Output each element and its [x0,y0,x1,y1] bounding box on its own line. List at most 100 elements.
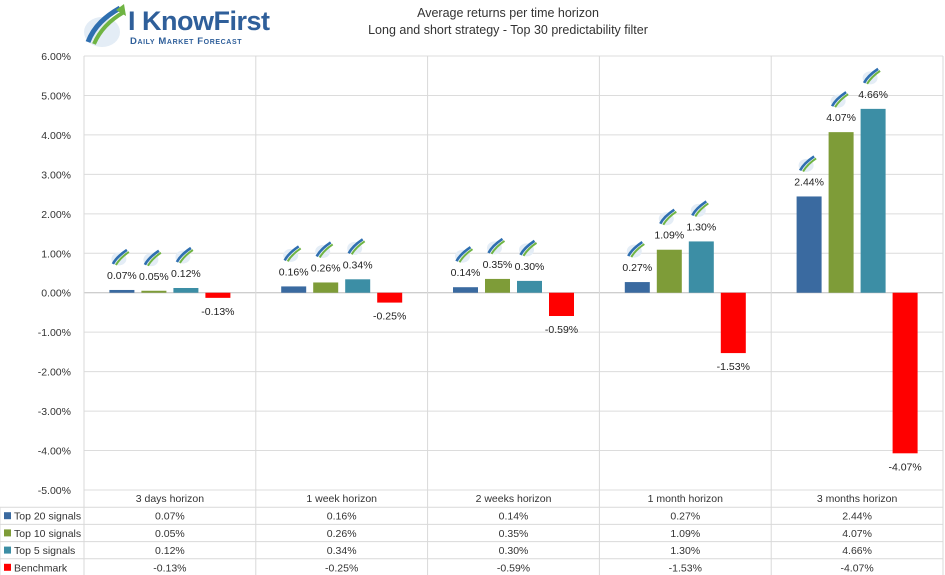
bar [828,132,854,293]
logo-mark-arrow [522,242,538,257]
y-tick-label: 1.00% [41,248,71,260]
data-label: 0.12% [171,268,201,280]
logo-mark-icon [455,246,474,263]
logo-mark-icon [315,241,334,258]
data-label: 0.16% [279,266,309,278]
table-cell: 4.07% [842,528,872,540]
logo-mark-arc [315,241,332,258]
logo-mark-arrow [147,251,162,267]
table-cell: 0.16% [327,511,357,523]
category-label: 3 months horizon [817,493,898,505]
y-tick-label: -2.00% [38,367,71,379]
y-tick-label: 3.00% [41,169,71,181]
category-label: 3 days horizon [136,493,204,505]
logo-mark-arrow [662,210,677,226]
data-label: 0.35% [483,259,513,271]
bar [453,287,478,293]
table-cell: 0.26% [327,528,357,540]
logo-mark-arc [798,155,815,172]
data-label: 4.07% [826,112,856,124]
logo-mark-arc [659,208,676,225]
category-label: 2 weeks horizon [476,493,552,505]
logo-mark-arc [691,200,708,217]
series-name: Top 10 signals [14,528,81,540]
table-cell: -1.53% [669,562,702,574]
series-name: Top 5 signals [14,545,75,557]
table-cell: 0.05% [155,528,185,540]
logo-mark-arc [175,246,192,263]
bar [688,241,714,293]
data-label: 4.66% [858,89,888,101]
table-cell: 0.12% [155,545,185,557]
legend-key [4,563,11,571]
data-label: -4.07% [888,461,921,473]
y-tick-label: -4.00% [38,446,71,458]
logo-mark-arc [283,245,300,262]
legend-key [4,546,11,554]
y-tick-label: -1.00% [38,327,71,339]
series-name: Top 20 signals [14,511,81,523]
logo-mark-arrow [318,243,334,258]
logo-mark-arrow [286,247,302,262]
bar [205,292,231,298]
bar [624,282,650,293]
table-cell: -4.07% [840,562,873,574]
bar [549,292,574,317]
bar [796,196,822,293]
y-tick-label: -5.00% [38,485,71,497]
logo-mark-arrow [490,240,506,255]
brand-name: I KnowFirst [128,6,270,36]
category-label: 1 month horizon [648,493,723,505]
table-cell: 1.09% [670,528,700,540]
table-cell: 0.07% [155,511,185,523]
logo-mark-icon [487,237,506,255]
brand-logo: I KnowFirst Daily Market Forecast [80,2,270,52]
bar [656,249,682,293]
data-label: -1.53% [717,361,750,373]
chart-title: Average returns per time horizon [417,6,599,20]
data-label: 0.34% [343,259,373,271]
brand-tagline: Daily Market Forecast [130,36,243,47]
y-tick-label: 4.00% [41,130,71,142]
bar [141,290,167,293]
logo-mark-icon [690,200,709,217]
legend-key [4,512,11,520]
logo-mark-arc [455,246,472,262]
chart-subtitle: Long and short strategy - Top 30 predict… [368,23,648,37]
logo-mark-arrow [834,93,849,108]
table-cell: 1.30% [670,545,700,557]
y-tick-label: 5.00% [41,90,71,102]
table-cell: 0.34% [327,545,357,557]
data-label: 0.26% [311,262,341,274]
logo-mark-arc [627,240,644,257]
logo-mark-icon [626,240,645,258]
bar [313,282,339,293]
logo-mark-arc [487,237,504,254]
category-label: 1 week horizon [306,493,377,505]
logo-mark-arc [111,248,128,265]
table-cell: 0.30% [499,545,529,557]
data-label: 1.09% [654,230,684,242]
bar [109,289,135,293]
table-cell: -0.59% [497,562,530,574]
logo-mark-arrow [179,249,194,264]
data-label: -0.13% [201,306,234,318]
logo-mark-icon [283,245,302,262]
logo-mark-arrow [630,243,645,258]
table-cell: 0.27% [670,511,700,523]
table-cell: -0.25% [325,562,358,574]
logo-mark-icon [347,238,366,255]
bar [517,280,542,293]
logo-mark-icon [798,155,817,172]
bar [860,108,886,293]
data-label: 0.07% [107,270,137,282]
logo-mark-arc [862,67,879,84]
bar [720,292,746,354]
logo-mark-arrow [115,251,130,266]
bar [377,292,403,303]
logo-mark-icon [658,208,677,226]
bar [281,286,307,293]
logo-mark-arc [143,249,160,266]
logo-mark-arc [347,238,364,254]
